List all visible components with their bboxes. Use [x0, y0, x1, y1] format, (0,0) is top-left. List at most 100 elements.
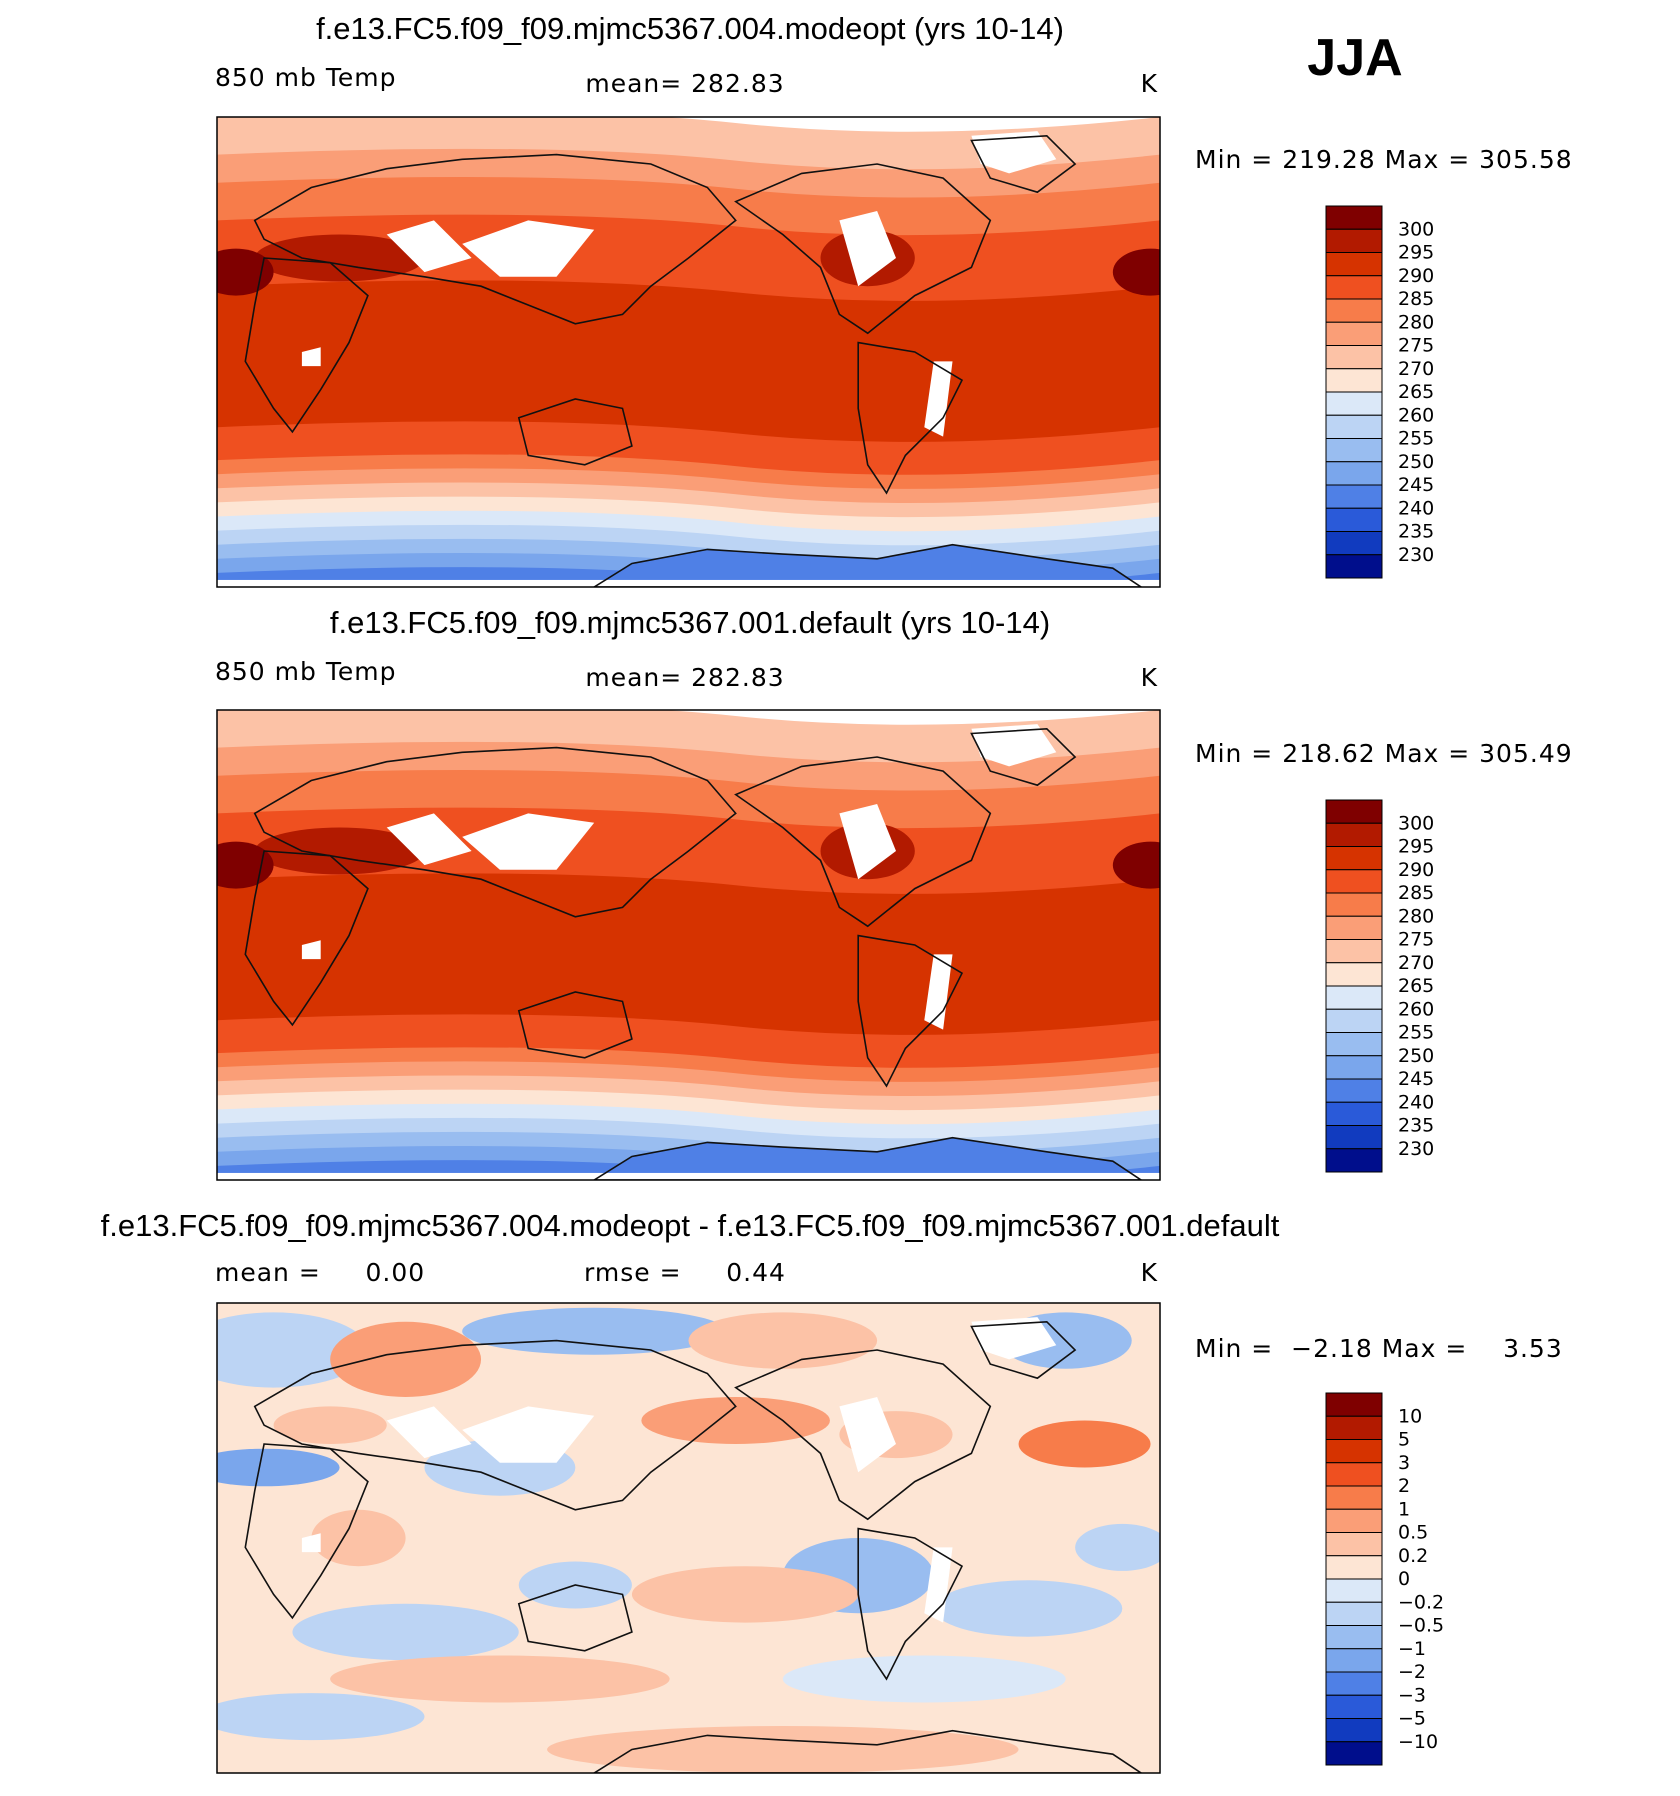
contour-band: [217, 873, 1160, 1037]
colorbar-swatch: [1325, 846, 1383, 871]
colorbar-tick-label: 0: [1398, 1568, 1410, 1590]
anomaly-blob: [462, 1307, 727, 1355]
colorbar-tick-label: 230: [1398, 1138, 1434, 1160]
missing-data-region: [386, 813, 472, 866]
colorbar-tick-label: 250: [1398, 451, 1434, 473]
colorbar-tick-label: 5: [1398, 1429, 1410, 1451]
colorbar-tick-label: 270: [1398, 358, 1434, 380]
anomaly-blob: [641, 1397, 830, 1444]
anomaly-blob: [933, 1580, 1123, 1637]
colorbar-swatch: [1325, 869, 1383, 894]
colorbar-swatch: [1325, 1671, 1383, 1696]
colorbar-swatch: [1325, 252, 1383, 277]
colorbar-tick-label: 280: [1398, 311, 1434, 333]
panel-title: f.e13.FC5.f09_f09.mjmc5367.001.default (…: [330, 605, 1050, 640]
pole-blank: [217, 1172, 1160, 1180]
colorbar-swatch: [1325, 962, 1383, 987]
panel-title: f.e13.FC5.f09_f09.mjmc5367.004.modeopt (…: [316, 11, 1064, 46]
rmse-label: rmse = 0.44: [584, 1258, 786, 1287]
coastline: [970, 134, 1077, 194]
colorbar-swatch: [1325, 414, 1383, 439]
missing-data-region: [462, 220, 595, 277]
colorbar-swatch: [1325, 1008, 1383, 1033]
colorbar-tick-label: 255: [1398, 428, 1434, 450]
panel-title: f.e13.FC5.f09_f09.mjmc5367.004.modeopt -…: [101, 1208, 1280, 1243]
hot-spot: [254, 234, 425, 282]
missing-data-region: [386, 220, 472, 273]
missing-data-region: [971, 131, 1057, 174]
missing-data-region: [462, 1406, 595, 1463]
colorbar-swatch: [1325, 1532, 1383, 1557]
coastline: [253, 746, 737, 918]
minmax-label: Min = 218.62 Max = 305.49: [1195, 739, 1573, 768]
colorbar-swatch: [1325, 228, 1383, 253]
colorbar-swatch: [1325, 438, 1383, 463]
colorbar-swatch: [1325, 799, 1383, 824]
colorbar-tick-label: 295: [1398, 242, 1434, 264]
variable-label: 850 mb Temp: [215, 63, 396, 92]
panel-modeopt: f.e13.FC5.f09_f09.mjmc5367.004.modeopt (…: [215, 11, 1573, 174]
anomaly-blob: [575, 1476, 802, 1553]
colorbar-swatch: [1325, 1625, 1383, 1650]
colorbar-tick-label: 275: [1398, 335, 1434, 357]
missing-data-region: [971, 1317, 1057, 1360]
missing-data-region: [301, 940, 321, 960]
colorbar-swatch: [1325, 554, 1383, 579]
coastline: [244, 1443, 369, 1620]
colorbar-swatch: [1325, 1718, 1383, 1743]
colorbar-swatch: [1325, 892, 1383, 917]
units-label: K: [1141, 1258, 1158, 1287]
colorbar-swatch: [1325, 1125, 1383, 1150]
colorbar-tick-label: 3: [1398, 1452, 1410, 1474]
colorbar-tick-label: 235: [1398, 521, 1434, 543]
coastline: [734, 163, 992, 335]
map-modeopt: [216, 116, 1161, 588]
map-frame: [216, 1302, 1161, 1774]
hot-spot: [1112, 248, 1160, 296]
minmax-label: Min = 219.28 Max = 305.58: [1195, 145, 1573, 174]
missing-data-region: [301, 347, 321, 367]
coastline: [734, 1349, 992, 1521]
colorbar-swatch: [1325, 1741, 1383, 1766]
mean-label: mean= 282.83: [585, 663, 784, 692]
colorbar-swatch: [1325, 1101, 1383, 1126]
colorbar-tick-label: 245: [1398, 474, 1434, 496]
anomaly-blob: [330, 1655, 670, 1703]
missing-data-region: [386, 1406, 472, 1459]
coastline: [970, 1320, 1077, 1380]
colorbar-swatch: [1325, 368, 1383, 393]
colorbar-default: 3002952902852802752702652602552502452402…: [1325, 799, 1434, 1173]
colorbar-swatch: [1325, 1485, 1383, 1510]
anomaly-blob: [631, 1566, 859, 1623]
colorbar-swatch: [1325, 1055, 1383, 1080]
colorbar-swatch: [1325, 531, 1383, 556]
coastline: [244, 257, 369, 434]
season-label: JJA: [1307, 29, 1402, 87]
colorbar-tick-label: −10: [1398, 1731, 1438, 1753]
panel-difference: f.e13.FC5.f09_f09.mjmc5367.004.modeopt -…: [101, 1208, 1562, 1363]
anomaly-blob: [311, 1509, 406, 1567]
antarctic-fill: [594, 1137, 1142, 1180]
colorbar-swatch: [1325, 1392, 1383, 1417]
colorbar-tick-label: 290: [1398, 265, 1434, 287]
colorbar-tick-label: 300: [1398, 812, 1434, 834]
colorbar-tick-label: 280: [1398, 905, 1434, 927]
hot-spot: [1112, 841, 1160, 889]
colorbar-swatch: [1325, 275, 1383, 300]
anomaly-blob: [688, 1312, 878, 1369]
colorbar-tick-label: 260: [1398, 404, 1434, 426]
colorbar-tick-label: 230: [1398, 544, 1434, 566]
map-difference: [216, 1302, 1161, 1774]
coastline: [592, 1136, 1143, 1180]
colorbar-tick-label: 0.2: [1398, 1545, 1428, 1567]
anomaly-blob: [1018, 1420, 1151, 1468]
missing-data-region: [839, 804, 896, 880]
colorbar-swatch: [1325, 1578, 1383, 1603]
anomaly-blob: [217, 1693, 425, 1741]
colorbar-tick-label: 275: [1398, 929, 1434, 951]
units-label: K: [1141, 69, 1158, 98]
missing-data-region: [462, 813, 595, 870]
colorbar-tick-label: 285: [1398, 882, 1434, 904]
